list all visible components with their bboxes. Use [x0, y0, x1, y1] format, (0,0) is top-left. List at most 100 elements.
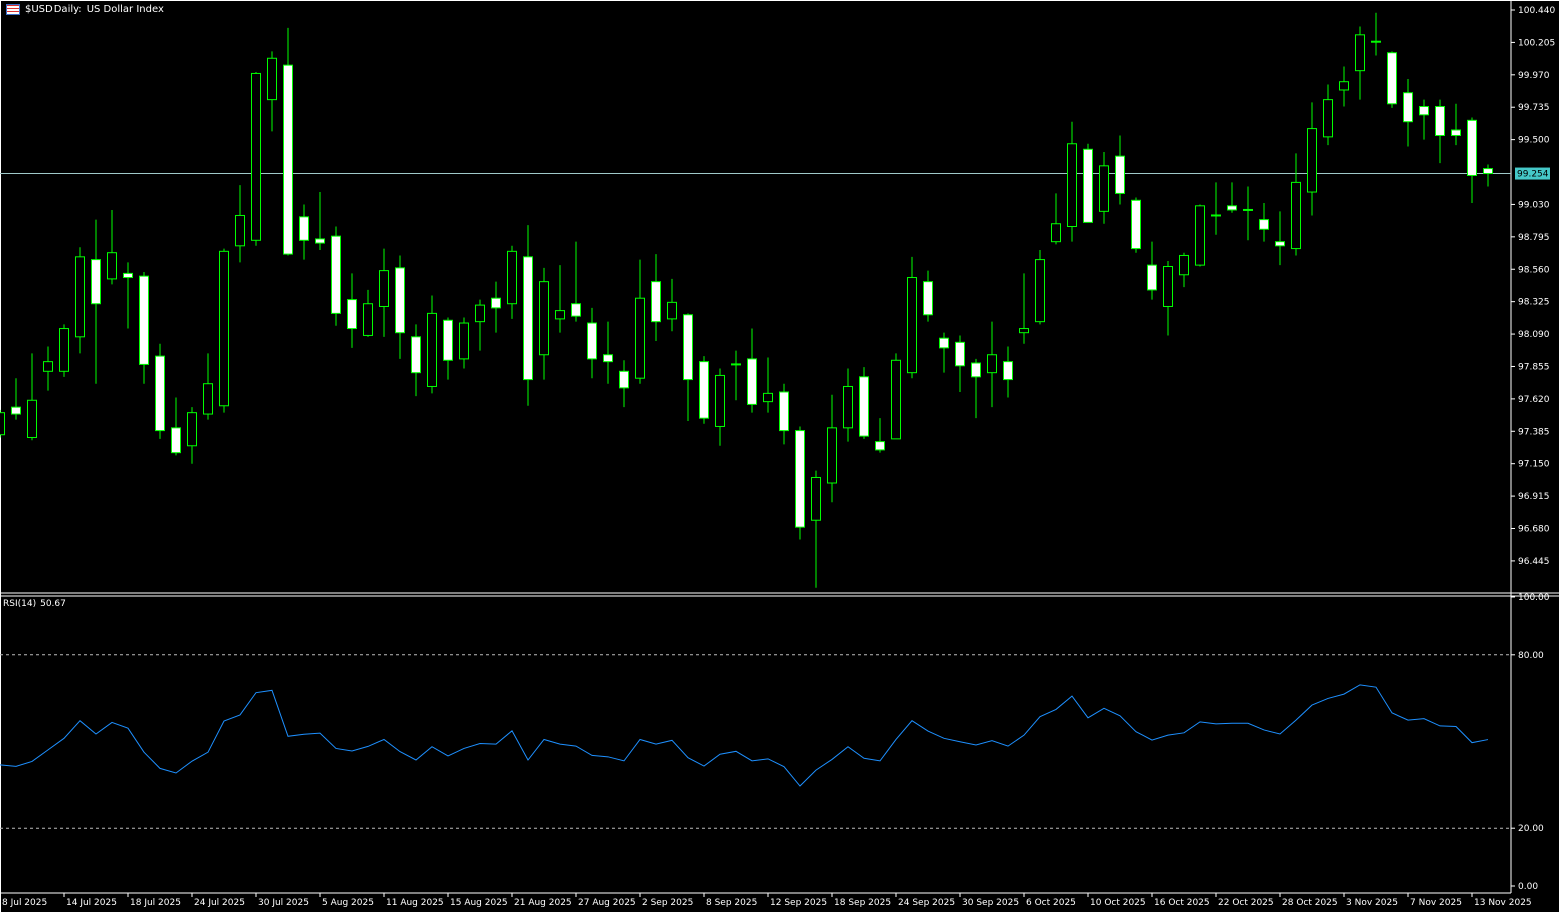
date-tick-label: 7 Nov 2025 — [1410, 898, 1462, 908]
candle-bearish — [779, 391, 789, 432]
candle-bullish — [1339, 81, 1349, 91]
candles — [0, 12, 1493, 588]
rsi-label: RSI(14) 50.67 — [3, 599, 70, 609]
candle-bullish — [539, 281, 549, 356]
candle-bullish — [235, 214, 245, 247]
rsi-tick-label: 20.00 — [1518, 824, 1544, 834]
candle-bearish — [411, 336, 421, 374]
candle-bullish — [811, 476, 821, 521]
price-tick-label: 97.385 — [1518, 427, 1550, 437]
candle-bullish — [507, 250, 517, 305]
candle-bearish — [11, 406, 21, 415]
candle-bullish — [1035, 259, 1045, 323]
date-tick-label: 5 Aug 2025 — [322, 898, 374, 908]
candle-bearish — [1147, 264, 1157, 291]
candle-bullish — [1051, 223, 1061, 243]
candle-bearish — [859, 376, 869, 437]
candle-bullish — [555, 310, 565, 320]
candle-bearish — [1467, 119, 1477, 176]
candle-bearish — [171, 427, 181, 454]
candle-bullish — [843, 385, 853, 429]
candle-bullish — [1195, 205, 1205, 266]
candle-bearish — [395, 267, 405, 334]
chart-title: $USD Daily: US Dollar Index — [6, 4, 164, 15]
candle-bullish — [1179, 254, 1189, 276]
rsi-panel: 100.00 80.00 20.00 0.00 — [0, 593, 1550, 892]
date-tick-label: 8 Jul 2025 — [2, 898, 47, 908]
candle-bearish — [299, 216, 309, 241]
price-tick-label: 96.680 — [1518, 525, 1550, 535]
candle-bearish — [1275, 241, 1285, 247]
candle-bearish — [523, 256, 533, 381]
date-tick-label: 28 Oct 2025 — [1282, 898, 1338, 908]
price-tick-label: 96.915 — [1518, 492, 1550, 502]
candle-bullish — [1099, 165, 1109, 212]
candle-bearish — [155, 355, 165, 432]
description: US Dollar Index — [86, 4, 164, 15]
date-tick-label: 18 Sep 2025 — [834, 898, 891, 908]
date-tick-label: 24 Jul 2025 — [194, 898, 245, 908]
price-tick-label: 97.620 — [1518, 395, 1550, 405]
timeframe: Daily: — [53, 4, 82, 15]
price-tick-label: 99.030 — [1518, 200, 1550, 210]
candle-bullish — [827, 427, 837, 484]
date-tick-label: 30 Sep 2025 — [962, 898, 1019, 908]
date-tick-label: 27 Aug 2025 — [578, 898, 636, 908]
candle-bearish — [923, 281, 933, 316]
candle-bearish — [139, 275, 149, 365]
symbol: $USD — [25, 4, 53, 15]
candle-bullish — [987, 354, 997, 374]
candle-bullish — [667, 301, 677, 320]
candle-bullish — [427, 312, 437, 387]
date-tick-label: 2 Sep 2025 — [642, 898, 693, 908]
candle-bearish — [491, 297, 501, 309]
candle-bullish — [59, 328, 69, 372]
date-tick-label: 15 Aug 2025 — [450, 898, 508, 908]
date-tick-label: 10 Oct 2025 — [1090, 898, 1146, 908]
candle-bullish — [203, 383, 213, 415]
candle-bearish — [347, 299, 357, 330]
candle-bearish — [331, 235, 341, 314]
candle-bearish — [1131, 199, 1141, 250]
candle-bearish — [1227, 205, 1237, 211]
date-tick-label: 6 Oct 2025 — [1026, 898, 1076, 908]
candle-bearish — [1435, 106, 1445, 136]
candle-bearish — [123, 272, 133, 279]
date-tick-label: 30 Jul 2025 — [258, 898, 309, 908]
candle-bearish — [91, 259, 101, 305]
current-price-badge — [1515, 167, 1550, 180]
candle-bullish — [459, 322, 469, 360]
candle-bullish — [267, 57, 277, 101]
price-tick-label: 99.970 — [1518, 71, 1550, 81]
date-tick-label: 21 Aug 2025 — [514, 898, 572, 908]
candle-bullish — [1067, 143, 1077, 228]
candle-bearish — [971, 362, 981, 378]
rsi-tick-label: 0.00 — [1518, 882, 1538, 892]
flag-icon — [6, 4, 20, 15]
candle-bullish — [1307, 128, 1317, 193]
candle-bearish — [1387, 52, 1397, 105]
price-tick-label: 98.560 — [1518, 265, 1550, 275]
rsi-name: RSI(14) — [3, 599, 37, 609]
candle-bearish — [699, 361, 709, 419]
candle-bullish — [635, 297, 645, 379]
candle-bearish — [443, 319, 453, 361]
date-tick-label: 12 Sep 2025 — [770, 898, 827, 908]
candle-bearish — [603, 354, 613, 363]
candle-bearish — [1451, 129, 1461, 136]
candle-bullish — [475, 304, 485, 323]
price-tick-label: 96.445 — [1518, 557, 1550, 567]
candle-bullish — [187, 412, 197, 447]
candle-bullish — [0, 412, 5, 436]
date-axis: 8 Jul 2025 14 Jul 2025 18 Jul 2025 24 Jul 2… — [0, 893, 1532, 908]
price-tick-label: 100.440 — [1518, 6, 1555, 16]
price-tick-label: 97.855 — [1518, 362, 1550, 372]
price-tick-label: 98.090 — [1518, 330, 1550, 340]
candle-bullish — [251, 72, 261, 241]
candle-bullish — [1163, 265, 1173, 307]
candle-bearish — [1083, 148, 1093, 223]
candle-bearish — [1259, 219, 1269, 230]
candle-bearish — [315, 238, 325, 244]
candle-bullish — [907, 277, 917, 374]
